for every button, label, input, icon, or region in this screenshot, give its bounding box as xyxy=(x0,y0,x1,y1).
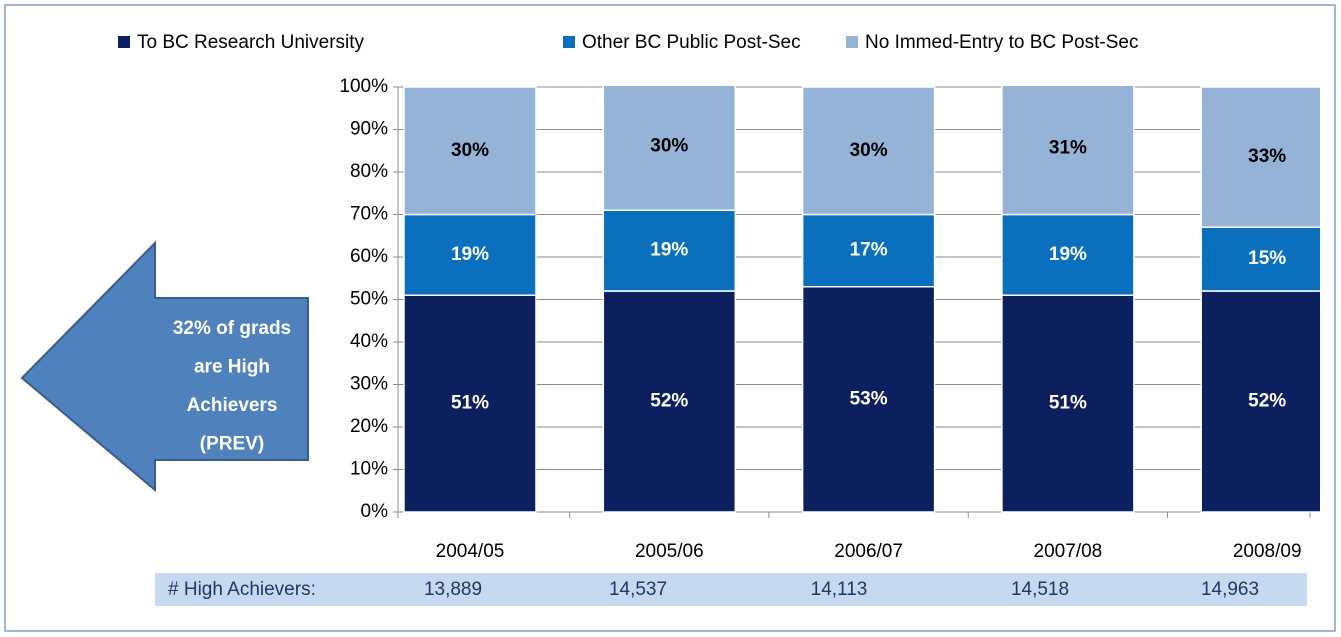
table-cell: 14,963 xyxy=(1201,579,1259,600)
data-label: 30% xyxy=(451,140,489,161)
data-label: 17% xyxy=(850,240,888,261)
bar-segment xyxy=(1001,86,1135,216)
bar-segment xyxy=(602,86,737,211)
data-label: 30% xyxy=(850,140,888,161)
bar-segment xyxy=(1001,213,1135,296)
legend-swatch xyxy=(846,36,858,48)
data-label: 19% xyxy=(451,244,489,265)
bar-segment xyxy=(1200,86,1320,228)
bar-segment xyxy=(602,209,737,292)
bar-segment xyxy=(801,86,936,216)
y-tick-label: 40% xyxy=(350,331,388,352)
y-tick-label: 80% xyxy=(350,161,388,182)
bar-segment xyxy=(602,290,737,513)
bar-segment xyxy=(1001,294,1135,513)
y-tick-label: 50% xyxy=(350,289,388,310)
data-label: 19% xyxy=(1049,244,1087,265)
legend-swatch xyxy=(563,36,575,48)
legend-label: Other BC Public Post-Sec xyxy=(582,32,801,53)
data-label: 30% xyxy=(650,136,688,157)
data-label: 52% xyxy=(1248,391,1286,412)
x-tick-label: 2008/09 xyxy=(1233,541,1302,562)
legend-label: No Immed-Entry to BC Post-Sec xyxy=(865,32,1138,53)
table-cell: 14,518 xyxy=(1011,579,1069,600)
y-tick-label: 10% xyxy=(350,459,388,480)
data-label: 19% xyxy=(650,240,688,261)
y-tick-label: 20% xyxy=(350,416,388,437)
bar-segment xyxy=(403,213,537,296)
annotation-text: Achievers xyxy=(187,395,278,416)
x-tick-label: 2006/07 xyxy=(834,541,903,562)
y-tick-label: 70% xyxy=(350,204,388,225)
y-tick-label: 100% xyxy=(339,76,388,97)
table-label: # High Achievers: xyxy=(168,579,316,600)
y-tick-label: 0% xyxy=(361,501,389,522)
table-band xyxy=(155,573,1307,606)
bar-segment xyxy=(403,86,537,216)
legend-label: To BC Research University xyxy=(137,32,365,53)
legend-swatch xyxy=(118,36,130,48)
y-tick-label: 60% xyxy=(350,246,388,267)
y-tick-label: 90% xyxy=(350,119,388,140)
annotation-text: (PREV) xyxy=(200,434,264,455)
x-tick-label: 2007/08 xyxy=(1034,541,1103,562)
bar-segment xyxy=(801,286,936,513)
data-label: 53% xyxy=(850,388,888,409)
annotation-arrow xyxy=(20,240,309,493)
data-label: 33% xyxy=(1248,146,1286,167)
table-cell: 14,537 xyxy=(609,579,667,600)
x-tick-label: 2005/06 xyxy=(635,541,704,562)
y-tick-label: 30% xyxy=(350,374,388,395)
table-cell: 14,113 xyxy=(811,579,868,600)
annotation-text: are High xyxy=(194,357,270,378)
table-cell: 13,889 xyxy=(424,579,482,600)
data-label: 51% xyxy=(451,393,489,414)
bar-segment xyxy=(1200,290,1320,513)
data-label: 51% xyxy=(1049,393,1087,414)
x-tick-label: 2004/05 xyxy=(436,541,505,562)
data-label: 31% xyxy=(1049,138,1087,159)
annotation-text: 32% of grads xyxy=(173,318,291,339)
bar-segment xyxy=(801,213,936,288)
data-label: 15% xyxy=(1248,248,1286,269)
data-label: 52% xyxy=(650,391,688,412)
bar-segment xyxy=(403,294,537,513)
bar-segment xyxy=(1200,226,1320,292)
bars xyxy=(403,86,1320,513)
